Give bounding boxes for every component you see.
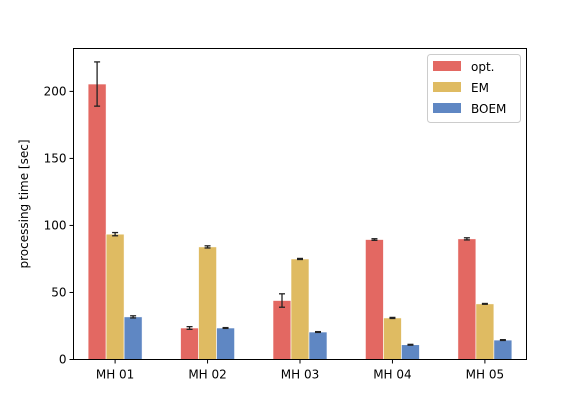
legend-label: opt. [471, 60, 494, 74]
x-tick-label: MH 03 [281, 368, 319, 382]
x-tick-label: MH 02 [188, 368, 226, 382]
legend-swatch [433, 61, 461, 71]
error-bar [389, 316, 396, 320]
bar-opt-mh05 [457, 238, 477, 360]
y-axis: 0 50 100 150 200 [44, 84, 74, 367]
y-tick-label: 200 [44, 84, 67, 98]
error-bar [481, 302, 488, 305]
legend-label: EM [471, 81, 489, 95]
bar-em-mh03 [290, 258, 310, 360]
x-tick-label: MH 05 [466, 368, 504, 382]
error-bar [130, 315, 137, 319]
bar-boem-mh04 [401, 344, 420, 360]
error-bar [499, 339, 506, 342]
y-tick-label: 0 [59, 353, 67, 367]
bar-boem-mh05 [493, 339, 513, 360]
error-bar [315, 330, 321, 334]
error-bar [463, 237, 470, 241]
error-bar [279, 293, 285, 308]
error-bar [297, 257, 303, 261]
bar-em-mh04 [383, 317, 402, 360]
bar-opt-mh01 [87, 83, 107, 360]
error-bar [222, 326, 229, 330]
x-tick-label: MH 04 [373, 368, 411, 382]
y-tick-label: 150 [44, 151, 67, 165]
bar-boem-mh02 [216, 327, 235, 360]
error-bar [112, 231, 119, 237]
y-tick-label: 100 [44, 218, 67, 232]
x-axis: MH 01 MH 02 MH 03 MH 04 MH 05 [96, 359, 504, 382]
plot-area [87, 61, 513, 360]
error-bar [407, 343, 414, 346]
bar-opt-mh04 [365, 239, 384, 360]
y-axis-label: processing time [sec] [17, 139, 31, 268]
error-bar [94, 61, 101, 107]
bar-em-mh05 [475, 303, 495, 360]
legend: opt. EM BOEM [427, 54, 521, 123]
legend-label: BOEM [471, 102, 506, 116]
bar-em-mh01 [105, 233, 125, 360]
bar-opt-mh02 [180, 327, 199, 360]
legend-swatch [433, 82, 461, 92]
error-bar [204, 245, 211, 249]
bar-boem-mh01 [123, 316, 143, 360]
error-bar [371, 238, 378, 241]
error-bar [186, 326, 193, 330]
y-tick-label: 50 [51, 285, 66, 299]
bar-opt-mh03 [272, 300, 292, 360]
bar-em-mh02 [198, 246, 217, 360]
x-tick-label: MH 01 [96, 368, 134, 382]
legend-swatch [433, 103, 461, 113]
bar-boem-mh03 [308, 331, 328, 360]
